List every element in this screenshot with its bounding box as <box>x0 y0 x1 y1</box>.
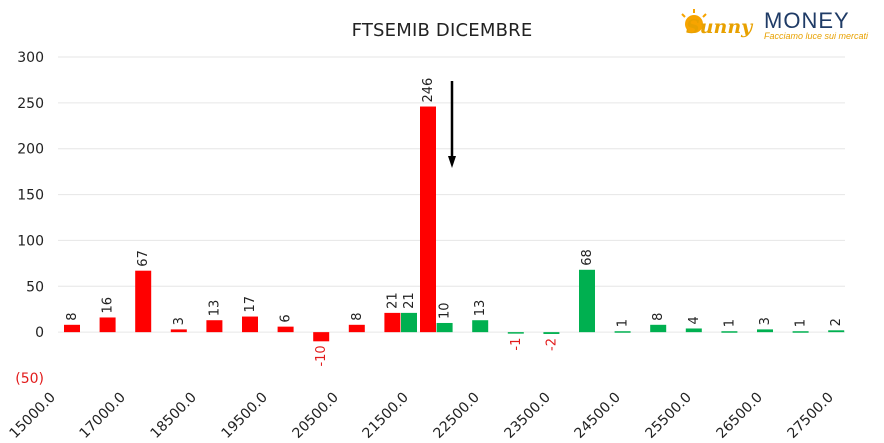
y-tick-label: 300 <box>17 50 44 66</box>
data-label: 21 <box>402 292 417 309</box>
call-bar <box>507 332 524 334</box>
put-bar <box>99 317 116 333</box>
put-bar <box>420 106 436 333</box>
data-label: 1 <box>616 319 631 327</box>
x-tick-label: 18500.0 <box>148 390 200 442</box>
x-tick-label: 27500.0 <box>785 390 837 442</box>
data-label: 8 <box>651 313 666 321</box>
call-bar <box>650 324 667 333</box>
logo-graphic: Sunny MONEY Facciamo luce sui mercati <box>681 8 869 41</box>
data-label: 8 <box>350 313 365 321</box>
put-bar <box>206 320 223 333</box>
data-label: 13 <box>473 300 488 317</box>
call-bar <box>579 269 595 333</box>
data-label: 68 <box>580 249 595 266</box>
data-label: 67 <box>136 250 151 267</box>
data-label: -2 <box>544 338 559 351</box>
logo-brand-right: MONEY <box>764 8 850 33</box>
x-tick-label: 19500.0 <box>219 390 271 442</box>
x-tick-label: 22500.0 <box>431 390 483 442</box>
data-label: 246 <box>421 78 436 103</box>
sunny-money-logo: Sunny MONEY Facciamo luce sui mercati <box>678 6 878 46</box>
y-tick-label: (50) <box>15 371 44 387</box>
call-bar <box>757 329 773 333</box>
x-axis: 15000.0 17000.0 18500.0 19500.0 20500.0 21500… <box>7 390 837 442</box>
x-tick-label: 24500.0 <box>572 390 624 442</box>
call-bar <box>614 331 631 333</box>
sun-icon <box>685 15 703 33</box>
put-bar <box>313 332 330 342</box>
x-tick-label: 15000.0 <box>7 390 59 442</box>
data-label: 4 <box>687 316 702 324</box>
call-bar <box>828 330 845 333</box>
data-label: 1 <box>722 319 737 327</box>
y-tick-label: 200 <box>17 142 44 158</box>
call-bar <box>685 328 702 333</box>
put-bar <box>242 316 258 333</box>
x-tick-label: 23500.0 <box>502 390 554 442</box>
x-tick-label: 25500.0 <box>643 390 695 442</box>
data-label: 21 <box>385 292 400 309</box>
logo-tagline: Facciamo luce sui mercati <box>764 31 869 41</box>
put-bar <box>277 326 294 333</box>
y-tick-label: 250 <box>17 96 44 112</box>
data-label: -10 <box>314 345 329 366</box>
data-label: 13 <box>207 300 222 317</box>
call-bar <box>401 312 417 333</box>
y-axis: (50) 0 50 100 150 200 250 300 <box>15 50 44 387</box>
put-bar <box>384 312 401 333</box>
data-label: 1 <box>794 319 809 327</box>
y-tick-label: 50 <box>26 279 44 295</box>
put-bar <box>170 329 187 333</box>
call-bar <box>543 332 560 334</box>
y-tick-label: 150 <box>17 188 44 204</box>
data-label: 10 <box>438 302 453 319</box>
y-tick-label: 100 <box>17 233 44 249</box>
data-label: 16 <box>101 297 116 314</box>
x-tick-label: 26500.0 <box>714 390 766 442</box>
x-tick-label: 17000.0 <box>77 390 129 442</box>
chart-title: FTSEMIB DICEMBRE <box>351 20 533 41</box>
x-tick-label: 21500.0 <box>360 390 412 442</box>
arrow-head <box>448 156 456 168</box>
data-label: 8 <box>65 313 80 321</box>
data-label: 17 <box>243 296 258 313</box>
data-label: 3 <box>172 317 187 325</box>
data-label: 6 <box>279 314 294 322</box>
data-label: 3 <box>758 317 773 325</box>
call-bar <box>436 322 453 333</box>
annotation-arrow <box>448 81 456 168</box>
put-bar <box>348 324 365 333</box>
call-bar <box>721 331 738 333</box>
bars <box>64 106 845 342</box>
data-label: 2 <box>829 318 844 326</box>
data-label: -1 <box>509 338 524 351</box>
y-tick-label: 0 <box>35 325 44 341</box>
put-bar <box>135 270 152 333</box>
call-bar <box>792 331 809 333</box>
x-tick-label: 20500.0 <box>290 390 342 442</box>
put-bar <box>64 324 80 333</box>
logo-brand-left: Sunny <box>686 16 754 38</box>
call-bar <box>472 320 489 333</box>
